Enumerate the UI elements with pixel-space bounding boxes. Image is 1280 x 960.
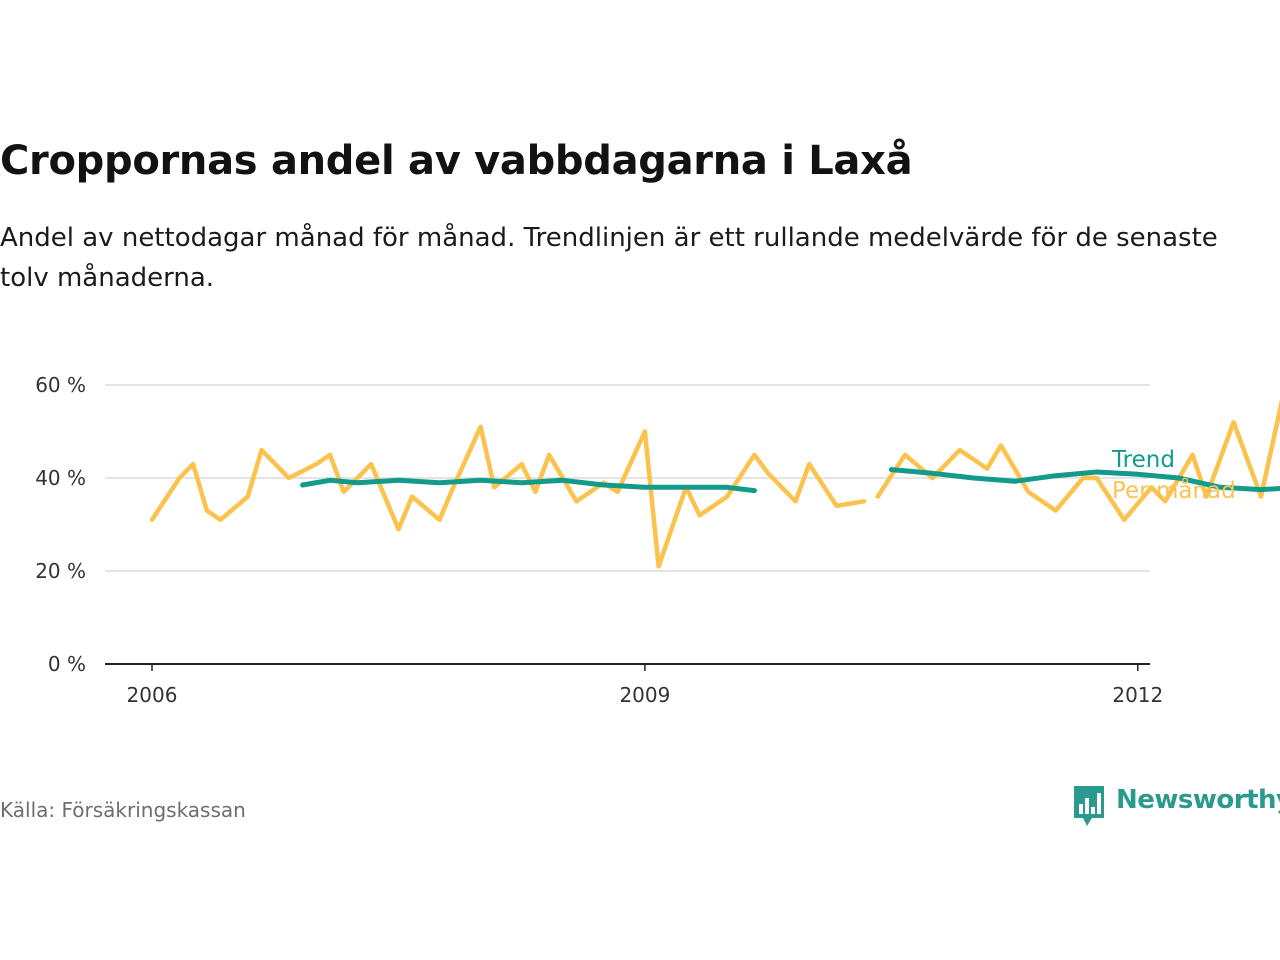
chart-title: Croppornas andel av vabbdagarna i Laxå (0, 138, 913, 184)
monthly-label: Per månad (1112, 476, 1236, 504)
gridlines (105, 384, 1150, 665)
x-tick-label: 2012 (1112, 683, 1163, 707)
series-labels: Trend Per månad (1111, 447, 1236, 504)
series-lines (149, 399, 1280, 569)
line-chart: 0 %20 %40 %60 % 200620092012201520182021… (35, 373, 1280, 707)
brand-name: Newsworthy (1116, 785, 1280, 815)
y-tick-label: 40 % (35, 466, 86, 490)
y-tick-label: 0 % (48, 652, 86, 676)
y-tick-label: 60 % (35, 373, 86, 397)
y-tick-label: 20 % (35, 559, 86, 583)
newsworthy-logo: Newsworthy (1072, 784, 1280, 828)
chart-subtitle: Andel av nettodagar månad för månad. Tre… (0, 223, 1218, 293)
y-axis-ticks: 0 % 20 % 40 % 60 % (35, 373, 86, 676)
x-tick-label: 2006 (127, 683, 178, 707)
bar-chart-speech-bubble-icon (1074, 786, 1104, 826)
trend-label: Trend (1111, 447, 1175, 473)
source-note: Källa: Försäkringskassan (0, 798, 246, 822)
monthly-line (149, 399, 1280, 569)
trend-line (300, 467, 1280, 494)
x-axis-ticks: 2006200920122015201820212023 (127, 664, 1163, 707)
x-tick-label: 2009 (619, 683, 670, 707)
